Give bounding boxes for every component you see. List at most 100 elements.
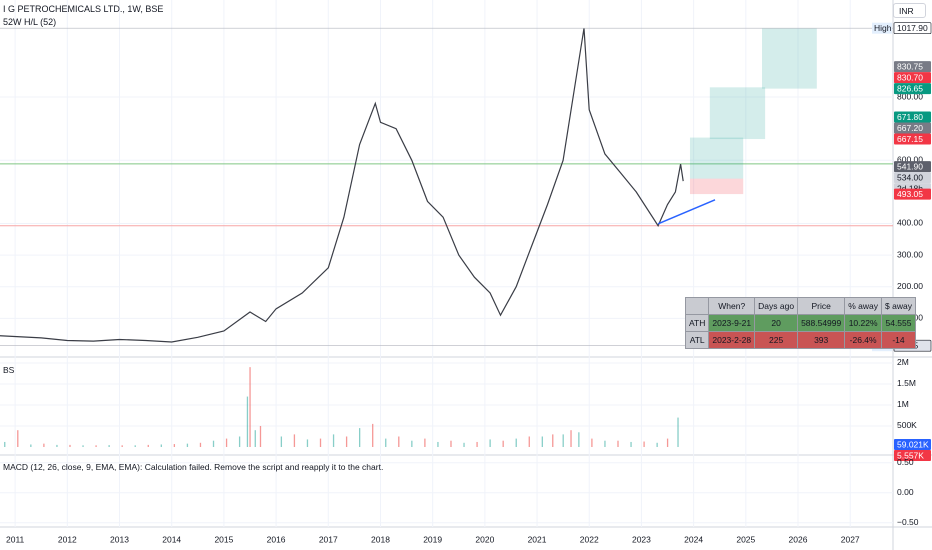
x-tick-label: 2021 bbox=[528, 534, 547, 544]
volume-last-label: 59.021K bbox=[897, 439, 929, 449]
volume-bar bbox=[17, 430, 19, 447]
volume-bar bbox=[173, 444, 176, 447]
volume-bar bbox=[30, 444, 32, 447]
cell: 393 bbox=[797, 331, 846, 349]
price-label-bg bbox=[894, 72, 931, 84]
y-tick-label: 200.00 bbox=[897, 281, 923, 291]
volume-last-label-bg bbox=[894, 450, 931, 462]
volume-bar bbox=[656, 442, 658, 447]
volume-bar bbox=[666, 438, 669, 447]
y-tick-label: 0.50 bbox=[897, 457, 914, 467]
volume-last-label: 5.557K bbox=[897, 450, 924, 460]
volume-bar bbox=[411, 440, 413, 447]
high-label-bg bbox=[893, 22, 932, 34]
volume-bar bbox=[238, 436, 241, 447]
volume-bar bbox=[578, 432, 580, 447]
price-label: 667.20 bbox=[897, 123, 923, 133]
cell: 225 bbox=[754, 331, 799, 349]
x-tick-label: 2018 bbox=[371, 534, 390, 544]
x-tick-label: 2015 bbox=[214, 534, 233, 544]
volume-bar bbox=[246, 396, 249, 447]
volume-bar bbox=[528, 436, 530, 447]
y-tick-label: 1M bbox=[897, 399, 909, 409]
volume-bar bbox=[677, 417, 679, 447]
y-tick-label: 2M bbox=[897, 357, 909, 367]
price-label-bg bbox=[894, 188, 931, 200]
x-tick-label: 2024 bbox=[684, 534, 703, 544]
cell: 2023-2-28 bbox=[708, 331, 756, 349]
header-cell: Price bbox=[797, 297, 846, 315]
x-tick-label: 2017 bbox=[319, 534, 338, 544]
table-row: ATL 2023-2-28 225 393 -26.4% -14 bbox=[684, 331, 916, 349]
x-tick-label: 2020 bbox=[475, 534, 494, 544]
x-tick-label: 2013 bbox=[110, 534, 129, 544]
header-cell: % away bbox=[844, 297, 883, 315]
x-tick-label: 2026 bbox=[789, 534, 808, 544]
volume-bar bbox=[4, 441, 6, 447]
cell: 10.22% bbox=[844, 314, 883, 332]
volume-bar bbox=[359, 428, 361, 447]
volume-last-label-bg bbox=[894, 439, 931, 451]
volume-bar bbox=[345, 436, 348, 447]
volume-bar bbox=[225, 438, 228, 447]
cell: -14 bbox=[881, 331, 916, 349]
y-tick-label: 500K bbox=[897, 420, 917, 430]
volume-bar bbox=[306, 439, 309, 447]
volume-bar bbox=[552, 434, 554, 447]
trend-line bbox=[657, 199, 716, 225]
volume-bar bbox=[199, 442, 202, 447]
volume-bar bbox=[69, 444, 71, 447]
price-label: 667.15 bbox=[897, 134, 923, 144]
volume-bar bbox=[570, 430, 572, 447]
volume-bar bbox=[617, 440, 619, 447]
volume-bar bbox=[332, 434, 335, 447]
volume-bar bbox=[160, 444, 162, 447]
price-label: 541.90 bbox=[897, 161, 923, 171]
indicator-title: 52W H/L (52) bbox=[3, 17, 57, 27]
volume-bar bbox=[489, 439, 491, 447]
cell: 2023-9-21 bbox=[708, 314, 756, 332]
row-label: ATH bbox=[684, 314, 710, 332]
x-tick-label: 2025 bbox=[736, 534, 755, 544]
volume-bar bbox=[630, 441, 632, 447]
currency-button[interactable]: INR bbox=[893, 3, 926, 18]
volume-bar bbox=[249, 367, 251, 447]
volume-bar bbox=[541, 436, 543, 447]
y-tick-label: 800.00 bbox=[897, 91, 923, 101]
symbol-title: I G PETROCHEMICALS LTD., 1W, BSE bbox=[3, 4, 164, 14]
price-label-bg bbox=[894, 83, 931, 95]
volume-bar bbox=[56, 444, 58, 447]
price-line bbox=[0, 28, 684, 343]
price-label-bg bbox=[894, 161, 931, 173]
price-label: 826.65 bbox=[897, 83, 923, 93]
x-tick-label: 2012 bbox=[58, 534, 77, 544]
header-cell: When? bbox=[708, 297, 756, 315]
volume-title: BS bbox=[3, 365, 15, 375]
stats-table: When? Days ago Price % away $ away ATH 2… bbox=[684, 297, 916, 349]
header-cell: Days ago bbox=[754, 297, 799, 315]
y-tick-label: 1.5M bbox=[897, 378, 916, 388]
x-tick-label: 2019 bbox=[423, 534, 442, 544]
volume-bar bbox=[591, 438, 593, 447]
cell: 20 bbox=[754, 314, 799, 332]
volume-bar bbox=[604, 440, 606, 447]
table-header: When? Days ago Price % away $ away bbox=[684, 297, 916, 315]
volume-bar bbox=[82, 445, 84, 447]
position-box bbox=[761, 28, 817, 89]
volume-bar bbox=[254, 430, 256, 447]
x-tick-label: 2016 bbox=[267, 534, 286, 544]
volume-bar bbox=[147, 444, 149, 447]
price-label: 830.75 bbox=[897, 61, 923, 71]
volume-bar bbox=[437, 441, 439, 447]
volume-bar bbox=[293, 434, 296, 447]
volume-bar bbox=[95, 445, 97, 447]
high-tag: High bbox=[874, 23, 892, 33]
cell: -26.4% bbox=[844, 331, 883, 349]
x-tick-label: 2014 bbox=[162, 534, 181, 544]
price-label: 493.05 bbox=[897, 189, 923, 199]
price-label-bg bbox=[894, 133, 931, 145]
volume-bar bbox=[108, 445, 110, 447]
volume-bar bbox=[186, 443, 189, 447]
